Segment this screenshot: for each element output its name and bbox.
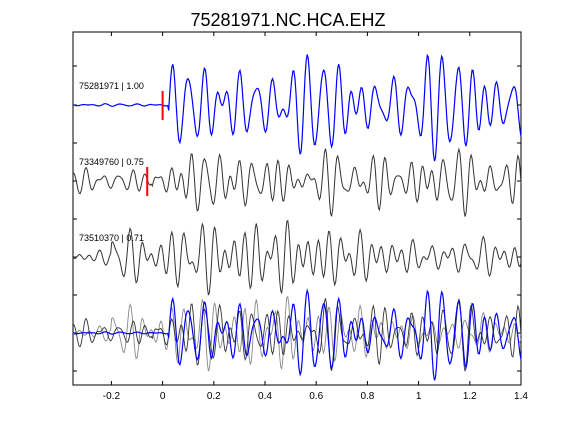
x-tick-label: 0.2 <box>207 391 221 402</box>
x-tick-label: 0.4 <box>258 391 272 402</box>
x-tick-label: 0 <box>160 391 166 402</box>
trace-label: 73349760 | 0.75 <box>79 157 144 167</box>
x-tick-label: 1 <box>416 391 422 402</box>
x-tick-label: 0.8 <box>360 391 374 402</box>
trace-line <box>72 219 522 296</box>
x-tick-label: 0.6 <box>309 391 323 402</box>
x-axis: -0.2 0 0.2 0.4 0.6 0.8 1 1.2 1.4 <box>73 32 528 402</box>
chart-title: 75281971.NC.HCA.EHZ <box>190 10 385 30</box>
trace-label: 73510370 | 0.71 <box>79 233 144 243</box>
overlay-trace-line <box>72 288 522 381</box>
trace-label: 75281971 | 1.00 <box>79 81 144 91</box>
x-tick-label: -0.2 <box>103 391 121 402</box>
x-tick-label: 1.4 <box>514 391 528 402</box>
x-tick-label: 1.2 <box>463 391 477 402</box>
plot-frame <box>72 31 522 386</box>
trace-line <box>72 53 522 162</box>
traces-group: 75281971 | 1.00 73349760 | 0.75 73510370 |… <box>72 53 522 381</box>
